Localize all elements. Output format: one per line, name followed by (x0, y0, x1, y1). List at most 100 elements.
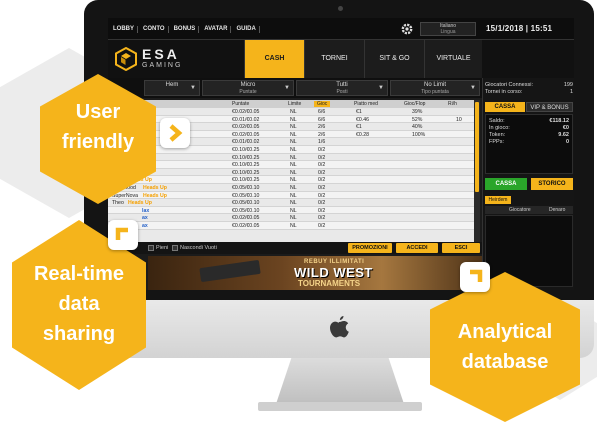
cell-limit: NL (290, 154, 297, 161)
cell-stakes: €0.01/€0.02 (232, 139, 260, 146)
tab-vip-bonus[interactable]: VIP & BONUS (526, 102, 573, 112)
cell-flop: 40% (412, 124, 423, 131)
gear-icon[interactable] (400, 22, 414, 36)
table-row[interactable]: €0.02/€0.05 NL 6/6 €1 39% (108, 108, 474, 116)
menu-avatar[interactable]: AVATAR (201, 26, 232, 33)
accedi-button[interactable]: ACCEDI (396, 243, 438, 253)
table-row[interactable]: ax €0.02/€0.05 NL 0/2 (108, 214, 474, 222)
cell-players: 0/2 (318, 200, 326, 207)
col-flop[interactable]: Gioc/Flop (404, 101, 426, 107)
table-scrollbar[interactable] (474, 100, 480, 242)
table-row[interactable]: €0.10/€0.25 NL 0/2 (108, 161, 474, 169)
saldo-value: €118.12 (549, 118, 569, 124)
callout-line: User (75, 101, 121, 123)
scrollbar-thumb[interactable] (475, 102, 479, 192)
seats-filter[interactable]: Tutti Posti ▼ (296, 80, 388, 96)
menu-conto[interactable]: CONTO (140, 26, 169, 33)
saldo-label: Saldo: (489, 118, 505, 124)
nascondi-vuoti-checkbox[interactable]: Nascondi Vuoti (172, 245, 217, 251)
cell-table-type: lax (142, 207, 150, 214)
cell-stakes: €0.10/€0.25 (232, 162, 260, 169)
chevron-down-icon: ▼ (378, 85, 384, 91)
menu-guida[interactable]: GUIDA (233, 26, 260, 33)
monitor-stand (276, 358, 404, 404)
language-select[interactable]: Italiano Lingua (420, 22, 476, 36)
table-header: Puntate Limite Gioc Piatto med Gioc/Flop… (108, 100, 474, 108)
table-row[interactable]: €0.01/€0.02 NL 6/6 €0.46 52% 10 (108, 115, 474, 124)
cell-avg-pot: €1 (356, 124, 362, 131)
cell-table-type: ax (142, 222, 148, 229)
cell-limit: NL (290, 184, 297, 191)
cell-stakes: €0.10/€0.25 (232, 177, 260, 184)
col-avg-pot[interactable]: Piatto med (354, 101, 378, 107)
table-row[interactable]: SuperNova Heads Up €0.05/€0.10 NL 0/2 (108, 191, 474, 200)
tourneys-running-value: 1 (569, 89, 573, 95)
callout-line: data (58, 293, 100, 315)
cell-stakes: €0.05/€0.10 (232, 184, 260, 191)
promozioni-button[interactable]: PROMOZIONI (348, 243, 392, 253)
cell-table-type: ax (142, 215, 148, 222)
account-panel: Giocatori Connessi: 199 Tornei in corso:… (482, 78, 574, 290)
connection-stats: Giocatori Connessi: 199 Tornei in corso:… (485, 82, 573, 96)
tab-virtuale[interactable]: VIRTUALE (424, 40, 482, 78)
table-row[interactable]: lax €0.05/€0.10 NL 0/2 (108, 206, 474, 215)
col-hands[interactable]: Ri/h (448, 101, 457, 107)
cell-players: 0/2 (318, 184, 326, 191)
tab-heirdem[interactable]: Heirdem (485, 196, 511, 204)
tourneys-running-label: Tornei in corso: (485, 89, 523, 95)
tab-sit-and-go[interactable]: SIT & GO (364, 40, 424, 78)
tab-tornei[interactable]: TORNEI (304, 40, 364, 78)
banner-rebuy-text: REBUY ILLIMITATI (304, 259, 365, 265)
players-connected-label: Giocatori Connessi: (485, 82, 533, 88)
col-giocatore: Giocatore (509, 207, 531, 213)
cell-players: 0/2 (318, 192, 326, 199)
cell-players: 6/6 (318, 109, 326, 115)
pieni-checkbox[interactable]: Pieni (148, 245, 168, 251)
esci-button[interactable]: ESCI (442, 243, 480, 253)
nascondi-vuoti-label: Nascondi Vuoti (180, 245, 217, 251)
cell-limit: NL (290, 162, 297, 169)
players-panel-header: Giocatore Denaro (485, 206, 573, 214)
cell-limit: NL (290, 116, 297, 123)
table-row[interactable]: €0.02/€0.05 NL 2/6 €0.28 100% (108, 130, 474, 139)
table-row[interactable]: €0.10/€0.25 NL 0/2 (108, 145, 474, 154)
table-row[interactable]: ax €0.02/€0.05 NL 0/2 (108, 221, 474, 230)
stakes-filter-value: Micro (240, 82, 256, 88)
cell-limit: NL (290, 131, 297, 138)
game-filter[interactable]: Hem ▼ (144, 80, 200, 96)
tab-cassa[interactable]: CASSA (485, 102, 525, 112)
game-filter-value: Hem (165, 82, 179, 88)
balance-box: Saldo: €118.12 In gioco: €0 Token: 9.62 FPP… (485, 114, 573, 174)
cell-flop: 39% (412, 109, 423, 115)
promo-banner[interactable]: REBUY ILLIMITATI WILD WEST TOURNAMENTS (148, 256, 482, 290)
cell-stakes: €0.10/€0.25 (232, 154, 260, 161)
table-row[interactable]: €0.01/€0.02 NL 1/6 (108, 138, 474, 146)
menu-bonus[interactable]: BONUS (171, 26, 200, 33)
cassa-button[interactable]: CASSA (485, 178, 527, 190)
cell-avg-pot: €0.28 (356, 131, 369, 138)
checkbox-box[interactable] (148, 245, 154, 251)
cell-flop: 52% (412, 116, 423, 123)
table-row[interactable]: Theo Heads Up €0.05/€0.10 NL 0/2 (108, 199, 474, 207)
table-row[interactable]: €0.02/€0.05 NL 2/6 €1 40% (108, 123, 474, 131)
callout-line: sharing (42, 323, 116, 345)
storico-button[interactable]: STORICO (531, 178, 573, 190)
bet-type-filter[interactable]: No Limit Tipo puntata ▼ (390, 80, 480, 96)
menu-lobby[interactable]: LOBBY (110, 26, 138, 33)
cell-table-type: Heads Up (143, 184, 167, 191)
checkbox-box[interactable] (172, 245, 178, 251)
col-limit[interactable]: Limite (288, 101, 302, 107)
table-row[interactable]: €0.10/€0.25 NL 0/2 (108, 154, 474, 162)
logo-name: ESA (142, 46, 180, 62)
col-players[interactable]: Gioc (314, 101, 331, 107)
tab-cash[interactable]: CASH (244, 40, 304, 78)
col-stakes[interactable]: Puntate (232, 101, 250, 107)
bet-type-filter-value: No Limit (423, 82, 446, 88)
cell-table-type: Heads Up (128, 200, 152, 207)
cell-stakes: €0.05/€0.10 (232, 207, 260, 214)
stakes-filter[interactable]: Micro Puntate ▼ (202, 80, 294, 96)
token-label: Token: (489, 132, 506, 138)
